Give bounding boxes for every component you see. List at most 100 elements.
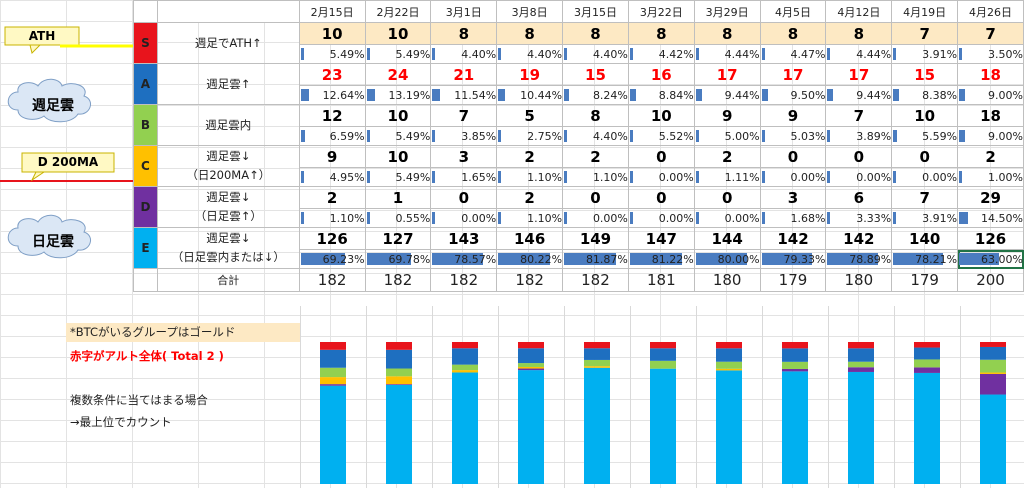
count-cell[interactable]: 16 bbox=[627, 63, 695, 86]
total-cell[interactable]: 200 bbox=[957, 268, 1024, 292]
percent-cell[interactable]: 5.49% bbox=[364, 44, 432, 64]
count-cell[interactable]: 7 bbox=[825, 104, 893, 127]
condition-cell[interactable]: 週足雲↓ （日足雲内または↓） bbox=[156, 227, 300, 269]
count-cell[interactable]: 0 bbox=[430, 186, 498, 209]
count-cell[interactable]: 140 bbox=[891, 227, 959, 250]
count-cell[interactable]: 0 bbox=[627, 145, 695, 168]
percent-cell[interactable]: 4.44% bbox=[825, 44, 893, 64]
percent-cell[interactable]: 9.44% bbox=[693, 85, 761, 105]
total-cell[interactable]: 182 bbox=[496, 268, 564, 292]
percent-cell[interactable]: 1.10% bbox=[496, 208, 564, 228]
count-cell[interactable]: 8 bbox=[627, 22, 695, 45]
grade-cell-s[interactable]: S bbox=[133, 22, 158, 64]
condition-cell[interactable]: 週足雲↓ （日足雲↑） bbox=[156, 186, 300, 228]
total-cell[interactable]: 181 bbox=[627, 268, 695, 292]
count-cell[interactable]: 127 bbox=[364, 227, 432, 250]
bar-segment-s[interactable] bbox=[386, 342, 412, 350]
bar-segment-d[interactable] bbox=[320, 384, 346, 386]
count-cell[interactable]: 15 bbox=[562, 63, 629, 86]
count-cell[interactable]: 10 bbox=[364, 22, 432, 45]
bar-segment-a[interactable] bbox=[452, 348, 478, 365]
percent-cell[interactable]: 78.57% bbox=[430, 249, 498, 269]
percent-cell[interactable]: 9.00% bbox=[957, 85, 1024, 105]
percent-cell[interactable]: 5.49% bbox=[364, 167, 432, 187]
count-cell[interactable]: 9 bbox=[759, 104, 827, 127]
count-cell[interactable]: 1 bbox=[364, 186, 432, 209]
percent-cell[interactable]: 0.00% bbox=[759, 167, 827, 187]
count-cell[interactable]: 8 bbox=[562, 22, 629, 45]
date-header[interactable]: 3月15日 bbox=[562, 0, 629, 23]
count-cell[interactable]: 7 bbox=[957, 22, 1024, 45]
bar-segment-e[interactable] bbox=[584, 367, 610, 484]
bar-segment-d[interactable] bbox=[518, 368, 544, 371]
percent-cell[interactable]: 0.00% bbox=[627, 167, 695, 187]
percent-cell[interactable]: 11.54% bbox=[430, 85, 498, 105]
date-header[interactable]: 3月1日 bbox=[430, 0, 498, 23]
percent-cell[interactable]: 5.00% bbox=[693, 126, 761, 146]
percent-cell[interactable]: 3.50% bbox=[957, 44, 1024, 64]
bar-segment-b[interactable] bbox=[914, 359, 940, 368]
count-cell[interactable]: 0 bbox=[562, 186, 629, 209]
bar-segment-s[interactable] bbox=[320, 342, 346, 350]
percent-cell[interactable]: 4.40% bbox=[562, 126, 629, 146]
bar-segment-c[interactable] bbox=[980, 372, 1006, 374]
date-header[interactable]: 4月19日 bbox=[891, 0, 959, 23]
bar-segment-b[interactable] bbox=[980, 359, 1006, 373]
count-cell[interactable]: 10 bbox=[891, 104, 959, 127]
percent-cell[interactable]: 5.59% bbox=[891, 126, 959, 146]
bar-segment-a[interactable] bbox=[650, 348, 676, 361]
percent-cell[interactable]: 1.65% bbox=[430, 167, 498, 187]
bar-segment-d[interactable] bbox=[914, 367, 940, 373]
percent-cell[interactable]: 0.00% bbox=[627, 208, 695, 228]
count-cell[interactable]: 18 bbox=[957, 104, 1024, 127]
count-cell[interactable]: 29 bbox=[957, 186, 1024, 209]
bar-segment-s[interactable] bbox=[716, 342, 742, 349]
count-cell[interactable]: 146 bbox=[496, 227, 564, 250]
count-cell[interactable]: 149 bbox=[562, 227, 629, 250]
bar-segment-s[interactable] bbox=[584, 342, 610, 349]
count-cell[interactable]: 142 bbox=[825, 227, 893, 250]
bar-segment-d[interactable] bbox=[386, 384, 412, 385]
bar-segment-e[interactable] bbox=[452, 372, 478, 484]
percent-cell[interactable]: 6.59% bbox=[298, 126, 366, 146]
count-cell[interactable]: 15 bbox=[891, 63, 959, 86]
bar-segment-a[interactable] bbox=[980, 346, 1006, 360]
percent-cell[interactable]: 4.95% bbox=[298, 167, 366, 187]
percent-cell[interactable]: 9.00% bbox=[957, 126, 1024, 146]
count-cell[interactable]: 8 bbox=[825, 22, 893, 45]
date-header[interactable]: 4月5日 bbox=[759, 0, 827, 23]
percent-cell[interactable]: 4.40% bbox=[496, 44, 564, 64]
percent-cell[interactable]: 8.24% bbox=[562, 85, 629, 105]
count-cell[interactable]: 18 bbox=[957, 63, 1024, 86]
count-cell[interactable]: 143 bbox=[430, 227, 498, 250]
percent-cell[interactable]: 3.91% bbox=[891, 44, 959, 64]
condition-cell[interactable]: 週足雲↓ （日200MA↑） bbox=[156, 145, 300, 187]
bar-segment-a[interactable] bbox=[782, 348, 808, 362]
percent-cell[interactable]: 5.49% bbox=[298, 44, 366, 64]
bar-segment-b[interactable] bbox=[584, 359, 610, 367]
bar-segment-b[interactable] bbox=[782, 361, 808, 369]
percent-cell[interactable]: 78.89% bbox=[825, 249, 893, 269]
bar-segment-a[interactable] bbox=[914, 347, 940, 360]
count-cell[interactable]: 5 bbox=[496, 104, 564, 127]
total-cell[interactable]: 182 bbox=[298, 268, 366, 292]
count-cell[interactable]: 0 bbox=[759, 145, 827, 168]
count-cell[interactable]: 144 bbox=[693, 227, 761, 250]
percent-cell[interactable]: 14.50% bbox=[957, 208, 1024, 228]
count-cell[interactable]: 10 bbox=[364, 145, 432, 168]
count-cell[interactable]: 0 bbox=[891, 145, 959, 168]
date-header[interactable]: 4月12日 bbox=[825, 0, 893, 23]
percent-cell[interactable]: 69.23% bbox=[298, 249, 366, 269]
count-cell[interactable]: 10 bbox=[627, 104, 695, 127]
count-cell[interactable]: 24 bbox=[364, 63, 432, 86]
count-cell[interactable]: 8 bbox=[496, 22, 564, 45]
bar-segment-s[interactable] bbox=[782, 342, 808, 349]
percent-cell[interactable]: 1.00% bbox=[957, 167, 1024, 187]
bar-segment-e[interactable] bbox=[386, 384, 412, 484]
percent-cell[interactable]: 5.03% bbox=[759, 126, 827, 146]
percent-cell[interactable]: 63.00% bbox=[957, 249, 1024, 269]
count-cell[interactable]: 8 bbox=[759, 22, 827, 45]
count-cell[interactable]: 126 bbox=[298, 227, 366, 250]
count-cell[interactable]: 0 bbox=[627, 186, 695, 209]
bar-segment-s[interactable] bbox=[518, 342, 544, 349]
